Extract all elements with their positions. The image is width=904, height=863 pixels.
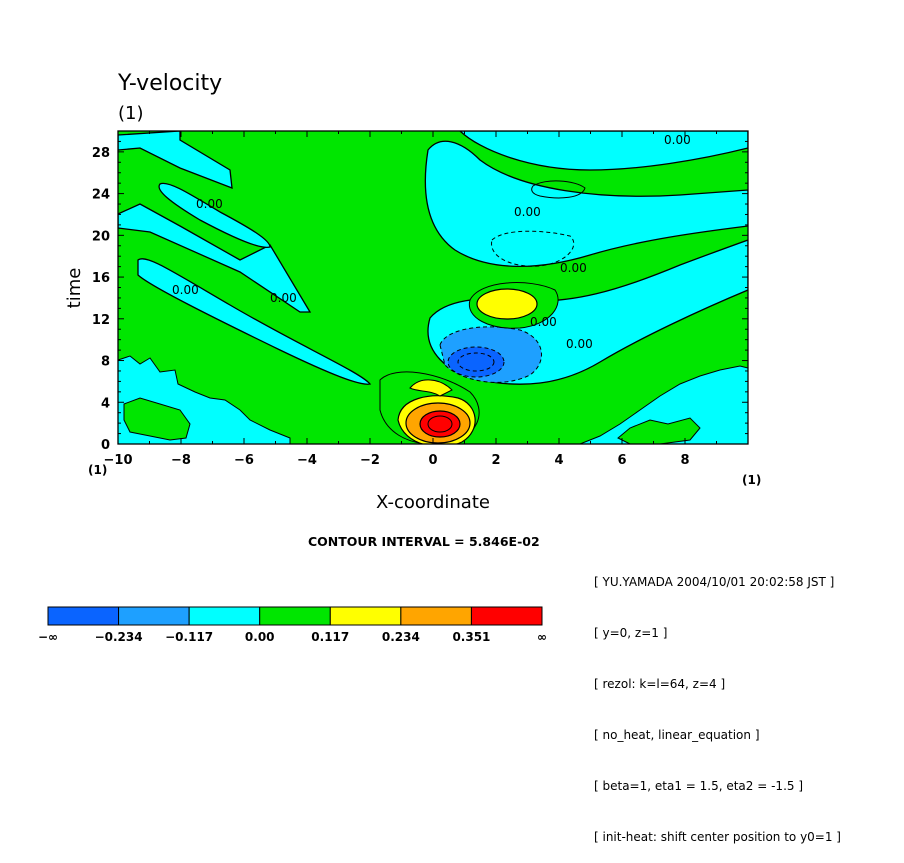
colorbar-swatch bbox=[329, 606, 402, 626]
pos-core bbox=[419, 410, 461, 438]
contour-label: 0.00 bbox=[196, 197, 223, 211]
y-axis-ticks: 0 4 8 12 16 20 24 28 bbox=[92, 130, 748, 453]
band-dashed-1 bbox=[491, 230, 575, 267]
colorbar-label: 0.00 bbox=[245, 630, 275, 644]
x-axis-ticks: −10 −8 −6 −4 −2 0 2 4 6 8 bbox=[104, 131, 749, 468]
contour-label: 0.00 bbox=[664, 133, 691, 147]
streak-1 bbox=[118, 131, 233, 189]
noise-right bbox=[579, 365, 748, 444]
y-tick-label: 8 bbox=[101, 355, 110, 370]
x-tick-label: 4 bbox=[554, 453, 563, 468]
band-top bbox=[459, 131, 748, 171]
contour-label: 0.00 bbox=[270, 291, 297, 305]
x-tick-label: 6 bbox=[617, 453, 626, 468]
streak-3 bbox=[158, 182, 271, 249]
y-tick-label: 0 bbox=[101, 438, 110, 453]
x-tick-label: 8 bbox=[680, 453, 689, 468]
contour-label: 0.00 bbox=[172, 283, 199, 297]
colorbar-swatch bbox=[188, 606, 261, 626]
y-tick-label: 12 bbox=[92, 313, 110, 328]
band-dashed-2 bbox=[531, 180, 586, 199]
info-line: [ no_heat, linear_equation ] bbox=[594, 728, 760, 742]
neg-core bbox=[447, 346, 505, 378]
info-line: [ beta=1, eta1 = 1.5, eta2 = -1.5 ] bbox=[594, 779, 804, 793]
colorbar-label: 0.117 bbox=[311, 630, 349, 644]
noise-left-green bbox=[123, 397, 191, 441]
contour-label: 0.00 bbox=[530, 315, 557, 329]
x-tick-label: −4 bbox=[297, 453, 317, 468]
x-units-left: (1) bbox=[88, 463, 107, 477]
contour-labels: 0.00 0.00 0.00 0.00 0.00 0.00 0.00 0.00 bbox=[172, 133, 691, 351]
x-tick-label: −10 bbox=[104, 453, 133, 468]
x-tick-label: −8 bbox=[171, 453, 191, 468]
colorbar-label: −0.234 bbox=[95, 630, 143, 644]
contour-label: 0.00 bbox=[560, 261, 587, 275]
y-tick-label: 4 bbox=[101, 396, 110, 411]
pos-secondary bbox=[476, 288, 538, 320]
colorbar-label: 0.234 bbox=[382, 630, 420, 644]
noise-right-green bbox=[617, 417, 701, 444]
colorbar-label: −0.117 bbox=[165, 630, 213, 644]
y-tick-label: 28 bbox=[92, 146, 110, 161]
info-line: [ YU.YAMADA 2004/10/01 20:02:58 JST ] bbox=[594, 575, 835, 589]
colorbar-swatch bbox=[118, 606, 190, 626]
colorbar-swatch bbox=[259, 606, 331, 626]
x-tick-label: 2 bbox=[491, 453, 500, 468]
colorbar-swatch bbox=[470, 606, 543, 626]
figure: Y-velocity (1) bbox=[38, 71, 761, 644]
colorbar-label: 0.351 bbox=[452, 630, 490, 644]
streak-4 bbox=[137, 258, 372, 385]
info-line: [ y=0, z=1 ] bbox=[594, 626, 668, 640]
contour-field: 0.00 0.00 0.00 0.00 0.00 0.00 0.00 0.00 bbox=[118, 131, 748, 444]
y-tick-label: 20 bbox=[92, 229, 110, 244]
x-axis-label: X-coordinate bbox=[376, 492, 490, 513]
colorbar: −∞ −0.234 −0.117 0.00 0.117 0.234 0.351 ∞ bbox=[38, 606, 547, 644]
colorbar-swatch bbox=[47, 606, 120, 626]
y-tick-label: 24 bbox=[92, 188, 110, 203]
run-info: [ YU.YAMADA 2004/10/01 20:02:58 JST ] [ … bbox=[594, 540, 841, 863]
x-tick-label: 0 bbox=[428, 453, 437, 468]
plot-title: Y-velocity bbox=[117, 71, 222, 96]
contour-label: 0.00 bbox=[514, 205, 541, 219]
y-tick-label: 16 bbox=[92, 271, 110, 286]
colorbar-label: ∞ bbox=[537, 630, 547, 644]
x-units-right: (1) bbox=[742, 473, 761, 487]
colorbar-swatch bbox=[400, 606, 472, 626]
contour-label: 0.00 bbox=[566, 337, 593, 351]
info-line: [ init-heat: shift center position to y0… bbox=[594, 830, 841, 844]
info-line: [ rezol: k=l=64, z=4 ] bbox=[594, 677, 726, 691]
x-tick-label: −6 bbox=[234, 453, 254, 468]
contour-interval: CONTOUR INTERVAL = 5.846E-02 bbox=[308, 534, 540, 549]
colorbar-label: −∞ bbox=[38, 630, 58, 644]
x-tick-label: −2 bbox=[360, 453, 380, 468]
title-units: (1) bbox=[118, 103, 144, 124]
streak-2 bbox=[118, 203, 312, 313]
y-axis-label: time bbox=[64, 268, 85, 309]
